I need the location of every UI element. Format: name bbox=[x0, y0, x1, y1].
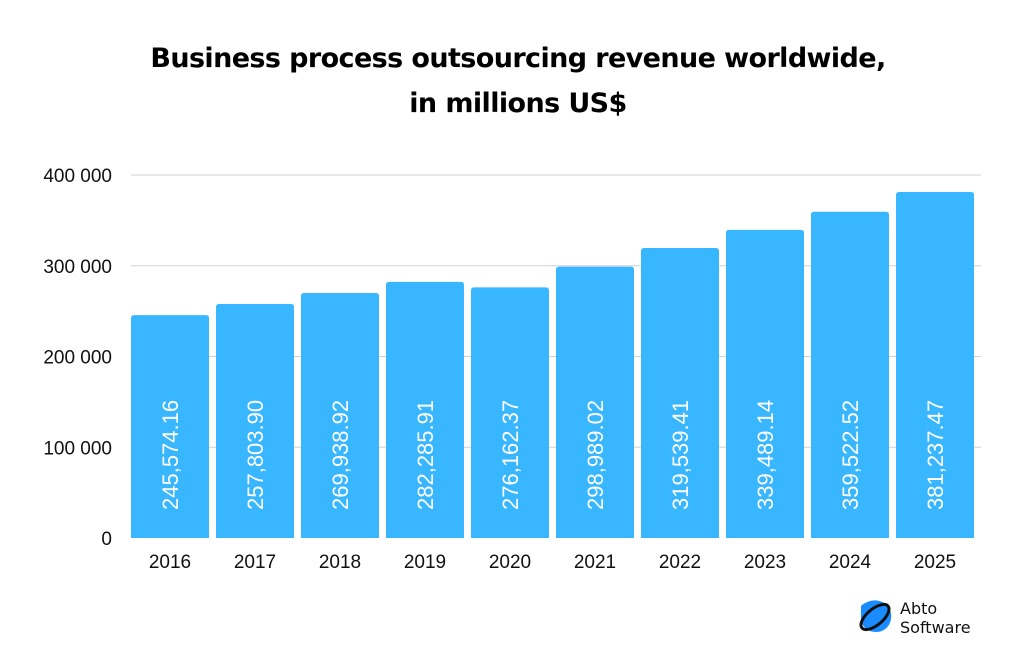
y-tick-label: 400 000 bbox=[43, 166, 112, 187]
x-tick-label: 2017 bbox=[234, 552, 276, 573]
y-tick-label: 300 000 bbox=[43, 257, 112, 278]
bar-value-label: 257,803.90 bbox=[243, 400, 268, 510]
bar-2018 bbox=[301, 293, 379, 538]
bar-2024 bbox=[811, 211, 889, 538]
bars: 245,574.16 257,803.90 269,938.92 282,285.91… bbox=[131, 192, 974, 539]
bar-2016 bbox=[131, 315, 209, 538]
bar-value-label: 339,489.14 bbox=[753, 400, 778, 510]
x-tick-label: 2018 bbox=[319, 552, 361, 573]
bar-2023 bbox=[726, 229, 804, 538]
x-tick-label: 2016 bbox=[149, 552, 191, 573]
x-tick-label: 2023 bbox=[744, 552, 786, 573]
x-tick-label: 2025 bbox=[914, 552, 956, 573]
bar-value-label: 276,162.37 bbox=[498, 400, 523, 510]
bar-value-label: 245,574.16 bbox=[158, 400, 183, 510]
abto-software-logo-icon bbox=[859, 600, 892, 632]
chart-title: Business process outsourcing revenue wor… bbox=[150, 43, 886, 119]
x-tick-label: 2022 bbox=[659, 552, 701, 573]
logo-text-abto: Abto bbox=[900, 599, 937, 618]
y-tick-label: 200 000 bbox=[43, 348, 112, 369]
bar-2020 bbox=[471, 287, 549, 538]
bar-2021 bbox=[556, 266, 634, 538]
bar-2019 bbox=[386, 281, 464, 538]
y-axis-ticks: 0 100 000 200 000 300 000 400 000 bbox=[43, 166, 112, 550]
y-tick-label: 100 000 bbox=[43, 438, 112, 459]
bar-value-label: 359,522.52 bbox=[838, 400, 863, 510]
x-tick-label: 2019 bbox=[404, 552, 446, 573]
bar-value-label: 298,989.02 bbox=[583, 400, 608, 510]
chart-title-line-1: Business process outsourcing revenue wor… bbox=[150, 43, 885, 74]
abto-software-logo: Abto Software bbox=[859, 599, 971, 637]
bar-2017 bbox=[216, 304, 294, 538]
bar-2022 bbox=[641, 248, 719, 538]
bar-value-label: 269,938.92 bbox=[328, 400, 353, 510]
bar-value-label: 319,539.41 bbox=[668, 400, 693, 510]
bar-value-label: 381,237.47 bbox=[923, 400, 948, 510]
chart-title-line-2: in millions US$ bbox=[409, 88, 626, 119]
x-tick-label: 2021 bbox=[574, 552, 616, 573]
y-tick-label: 0 bbox=[101, 529, 112, 550]
x-axis-ticks: 2016 2017 2018 2019 2020 2021 2022 2023 2024 2025 bbox=[149, 552, 956, 573]
x-tick-label: 2020 bbox=[489, 552, 531, 573]
bar-2025 bbox=[896, 192, 974, 539]
x-tick-label: 2024 bbox=[829, 552, 872, 573]
bar-value-label: 282,285.91 bbox=[413, 400, 438, 510]
logo-text-software: Software bbox=[900, 618, 971, 637]
